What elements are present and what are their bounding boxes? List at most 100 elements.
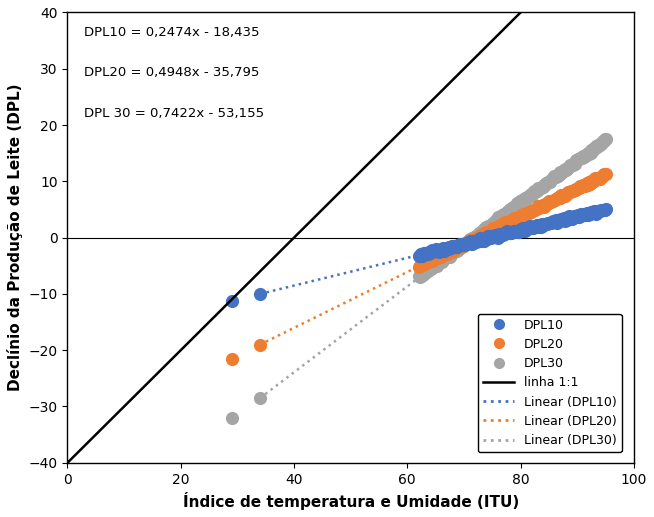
Point bbox=[588, 146, 598, 154]
Point bbox=[504, 218, 514, 226]
Point bbox=[562, 165, 572, 173]
Point bbox=[504, 205, 515, 213]
Point bbox=[428, 256, 438, 264]
Point bbox=[555, 168, 566, 176]
Point bbox=[480, 224, 490, 233]
Point bbox=[556, 215, 566, 223]
Point bbox=[547, 217, 558, 225]
Point bbox=[546, 176, 557, 184]
Point bbox=[416, 261, 426, 269]
Point bbox=[559, 167, 570, 175]
Point bbox=[496, 231, 507, 239]
Point bbox=[570, 212, 580, 221]
Point bbox=[571, 185, 581, 193]
Point bbox=[508, 227, 518, 236]
Point bbox=[557, 169, 568, 177]
Point bbox=[600, 205, 611, 214]
Point bbox=[475, 230, 486, 238]
Point bbox=[549, 172, 560, 180]
Point bbox=[508, 203, 518, 211]
Point bbox=[592, 143, 602, 151]
Point bbox=[570, 186, 580, 194]
Point bbox=[587, 178, 598, 187]
Point bbox=[483, 229, 493, 237]
Point bbox=[585, 149, 596, 157]
Point bbox=[553, 171, 564, 179]
Point bbox=[551, 219, 562, 227]
Point bbox=[472, 232, 482, 240]
Point bbox=[479, 230, 490, 238]
Point bbox=[573, 211, 583, 220]
Point bbox=[420, 269, 430, 277]
Point bbox=[503, 218, 513, 226]
Point bbox=[570, 212, 581, 220]
Point bbox=[577, 152, 588, 160]
Point bbox=[555, 194, 565, 202]
Point bbox=[470, 237, 480, 246]
Point bbox=[598, 170, 609, 178]
Point bbox=[511, 214, 521, 222]
Point bbox=[568, 186, 579, 194]
Point bbox=[566, 187, 576, 195]
Point bbox=[561, 215, 572, 223]
Point bbox=[592, 174, 602, 183]
X-axis label: Índice de temperatura e Umidade (ITU): Índice de temperatura e Umidade (ITU) bbox=[182, 492, 519, 510]
Point bbox=[588, 177, 598, 186]
Point bbox=[545, 196, 555, 205]
Point bbox=[456, 240, 467, 248]
Point bbox=[226, 297, 237, 306]
Point bbox=[419, 249, 430, 257]
Point bbox=[559, 214, 570, 222]
Point bbox=[521, 193, 532, 202]
Legend: DPL10, DPL20, DPL30, linha 1:1, Linear (DPL10), Linear (DPL20), Linear (DPL30): DPL10, DPL20, DPL30, linha 1:1, Linear (… bbox=[478, 313, 622, 452]
Point bbox=[470, 236, 480, 244]
Point bbox=[589, 207, 600, 216]
Point bbox=[447, 242, 458, 250]
Point bbox=[437, 245, 447, 253]
Point bbox=[579, 180, 589, 189]
Point bbox=[439, 255, 449, 263]
Point bbox=[488, 232, 498, 240]
Point bbox=[568, 187, 578, 195]
Point bbox=[458, 240, 468, 248]
Point bbox=[577, 210, 587, 219]
Point bbox=[415, 250, 426, 258]
Point bbox=[430, 254, 440, 263]
Point bbox=[424, 257, 434, 265]
Point bbox=[523, 208, 534, 217]
Point bbox=[466, 238, 477, 247]
Point bbox=[496, 214, 507, 222]
Point bbox=[471, 238, 481, 246]
Point bbox=[581, 180, 591, 189]
Point bbox=[455, 240, 465, 248]
Point bbox=[594, 175, 605, 183]
Point bbox=[495, 231, 506, 239]
Point bbox=[533, 220, 543, 229]
Point bbox=[581, 210, 591, 218]
Point bbox=[422, 257, 433, 265]
Point bbox=[514, 227, 525, 236]
Point bbox=[255, 394, 266, 402]
Point bbox=[546, 219, 557, 227]
Point bbox=[536, 202, 546, 210]
Point bbox=[561, 166, 572, 174]
Point bbox=[513, 201, 523, 209]
Point bbox=[464, 237, 475, 245]
Point bbox=[576, 183, 587, 191]
Point bbox=[464, 238, 475, 247]
Point bbox=[566, 187, 577, 195]
Point bbox=[473, 234, 484, 242]
Point bbox=[525, 190, 536, 199]
Point bbox=[448, 247, 458, 255]
Point bbox=[528, 224, 538, 233]
Point bbox=[424, 248, 434, 256]
Point bbox=[436, 255, 447, 263]
Point bbox=[510, 202, 521, 210]
Point bbox=[459, 241, 470, 249]
Point bbox=[426, 256, 436, 265]
Point bbox=[590, 208, 600, 216]
Point bbox=[560, 217, 570, 225]
Point bbox=[493, 222, 504, 231]
Point bbox=[424, 256, 435, 264]
Point bbox=[418, 271, 428, 279]
